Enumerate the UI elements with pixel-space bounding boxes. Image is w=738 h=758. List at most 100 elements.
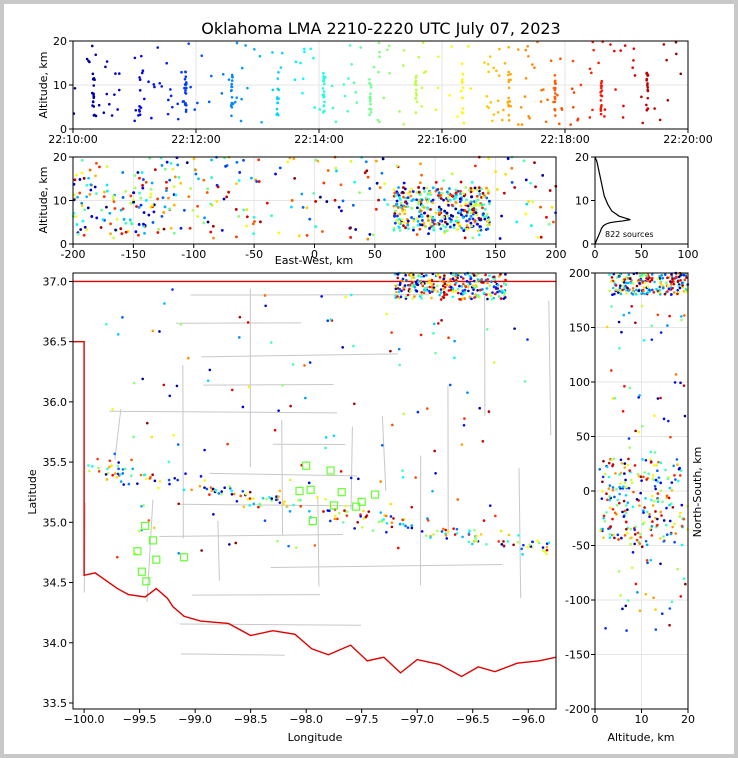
source-point — [492, 275, 496, 279]
source-point — [599, 112, 603, 116]
source-point — [143, 231, 146, 235]
source-point — [355, 101, 359, 104]
source-point — [115, 475, 119, 479]
source-point — [101, 218, 105, 222]
source-point — [142, 178, 145, 181]
source-point — [242, 158, 245, 162]
source-point — [472, 274, 476, 277]
source-point — [625, 527, 628, 531]
source-point — [670, 600, 674, 604]
source-point — [656, 480, 660, 483]
source-point — [653, 280, 656, 284]
source-point — [419, 275, 423, 279]
source-point — [230, 73, 234, 77]
source-point — [151, 329, 155, 333]
plan-view-xlabel: Longitude — [288, 731, 343, 744]
source-point — [497, 274, 501, 278]
source-point — [434, 180, 438, 184]
source-point — [128, 218, 132, 222]
source-point — [469, 186, 473, 190]
source-point — [660, 273, 663, 277]
source-point — [645, 103, 648, 107]
source-point — [631, 287, 635, 290]
source-point — [645, 277, 648, 280]
source-point — [88, 193, 92, 196]
source-point — [451, 290, 455, 293]
source-point — [488, 504, 492, 507]
source-point — [261, 496, 265, 500]
source-point — [252, 215, 256, 219]
source-point — [658, 274, 661, 278]
source-point — [354, 91, 358, 94]
source-point — [453, 339, 456, 343]
source-point — [438, 293, 441, 297]
source-point — [389, 502, 393, 506]
source-point — [616, 291, 620, 294]
source-point — [636, 472, 640, 476]
source-point — [411, 297, 415, 300]
source-point — [375, 181, 379, 185]
source-point — [468, 282, 472, 286]
source-point — [411, 273, 415, 277]
source-point — [138, 78, 142, 81]
source-point — [417, 186, 421, 189]
source-point — [632, 47, 636, 50]
x-tick-label: 100 — [425, 248, 446, 261]
source-point — [650, 276, 654, 280]
source-point — [633, 542, 636, 546]
source-point — [376, 118, 380, 122]
source-point — [656, 313, 660, 317]
source-point — [270, 499, 273, 502]
source-point — [415, 100, 419, 104]
source-point — [105, 165, 109, 168]
source-point — [626, 286, 629, 290]
source-point — [321, 230, 324, 233]
source-point — [416, 219, 420, 223]
x-tick-label: −96.0 — [511, 713, 545, 726]
y-tick-label: -200 — [565, 703, 590, 716]
source-point — [456, 498, 460, 501]
source-point — [336, 517, 339, 521]
source-point — [425, 273, 428, 277]
source-point — [600, 81, 603, 85]
source-point — [275, 495, 278, 498]
source-point — [486, 281, 489, 285]
source-point — [426, 519, 430, 522]
source-point — [158, 480, 162, 483]
source-point — [666, 276, 669, 280]
source-point — [463, 209, 467, 212]
source-point — [215, 199, 219, 203]
source-point — [642, 289, 645, 293]
source-point — [547, 222, 551, 226]
source-point — [390, 525, 394, 529]
source-point — [416, 410, 420, 414]
source-point — [494, 292, 497, 296]
source-point — [600, 84, 603, 88]
source-point — [618, 284, 622, 287]
source-point — [277, 113, 280, 117]
source-point — [252, 497, 255, 500]
source-point — [111, 194, 115, 198]
source-point — [485, 196, 489, 200]
source-point — [93, 185, 97, 189]
source-point — [436, 86, 440, 90]
county-line — [203, 384, 334, 386]
source-point — [131, 467, 135, 471]
source-point — [394, 284, 397, 288]
source-point — [427, 197, 431, 201]
source-point — [395, 290, 398, 294]
source-point — [80, 204, 84, 208]
source-point — [411, 198, 415, 201]
source-point — [383, 182, 387, 186]
source-point — [456, 219, 460, 223]
source-point — [653, 499, 656, 503]
source-point — [661, 286, 665, 290]
source-point — [287, 544, 290, 548]
source-point — [450, 172, 454, 176]
source-point — [138, 529, 141, 533]
source-point — [278, 501, 282, 504]
county-line — [270, 564, 503, 569]
source-point — [662, 417, 666, 421]
source-point — [444, 528, 448, 532]
source-point — [523, 95, 527, 98]
